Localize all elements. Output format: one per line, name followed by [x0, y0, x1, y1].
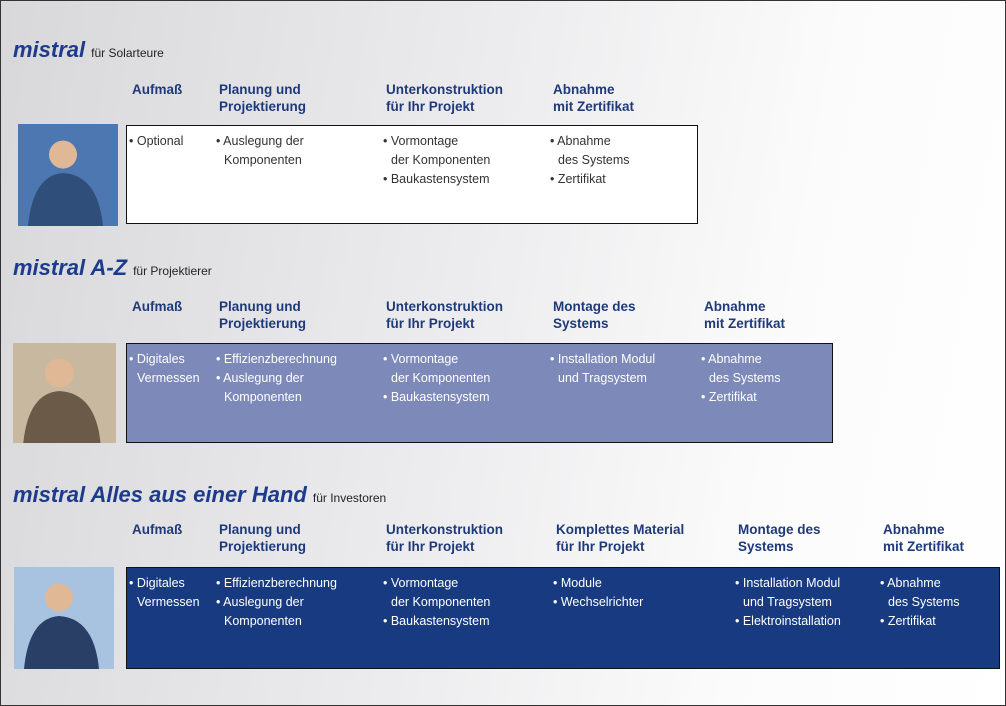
column-items: • Abnahme des Systems • Zertifikat: [701, 350, 781, 407]
column-header: Aufmaß: [132, 522, 183, 537]
item: • Zertifikat: [880, 614, 936, 628]
item: • Elektroinstallation: [735, 614, 841, 628]
subtitle: für Solarteure: [91, 46, 164, 60]
photo: [13, 343, 116, 443]
item: • Abnahme des Systems: [880, 576, 960, 609]
column-items: • Optional: [129, 132, 184, 151]
column-items: • Vormontage der Komponenten • Baukastens…: [383, 574, 490, 631]
item: • Baukastensystem: [383, 172, 490, 186]
column-header: Abnahme mit Zertifikat: [883, 522, 965, 554]
column-header: Unterkonstruktion für Ihr Projekt: [386, 522, 504, 554]
subtitle: für Projektierer: [133, 264, 212, 278]
section-title: mistral Alles aus einer Hand für Investor…: [13, 482, 386, 508]
section-title: mistral A-Z für Projektierer: [13, 255, 212, 281]
item: • Effizienzberechnung: [216, 576, 337, 590]
column-header: Komplettes Material für Ihr Projekt: [556, 522, 685, 554]
item: • Vormontage der Komponenten: [383, 352, 491, 385]
section-title: mistral für Solarteure: [13, 37, 164, 63]
title-text: mistral A-Z: [13, 255, 128, 280]
column-header: Unterkonstruktion für Ihr Projekt: [386, 299, 504, 331]
item: • Wechselrichter: [553, 595, 644, 609]
column-header: Planung und Projektierung: [219, 299, 307, 331]
content-box: • Digitales Vermessen • Effizienzberechnu…: [126, 567, 1000, 669]
column-header: Planung und Projektierung: [219, 82, 307, 114]
photo: [18, 124, 118, 226]
item: • Optional: [129, 134, 184, 148]
photo: [14, 567, 114, 669]
title-text: mistral: [13, 37, 86, 62]
column-header: Montage des Systems: [553, 299, 636, 331]
column-header: Planung und Projektierung: [219, 522, 307, 554]
item: • Vormontage der Komponenten: [383, 576, 491, 609]
item: • Zertifikat: [701, 390, 757, 404]
content-box: • Digitales Vermessen • Effizienzberechnu…: [126, 343, 833, 443]
column-items: • Digitales Vermessen: [129, 574, 200, 612]
item: • Zertifikat: [550, 172, 606, 186]
item: • Abnahme des Systems: [550, 134, 630, 167]
item: • Installation Modul und Tragsystem: [550, 352, 656, 385]
content-box: • Optional • Auslegung der Komponenten • V…: [126, 125, 698, 224]
item: • Baukastensystem: [383, 614, 490, 628]
item: • Auslegung der Komponenten: [216, 134, 304, 167]
item: • Auslegung der Komponenten: [216, 371, 304, 404]
column-items: • Digitales Vermessen: [129, 350, 200, 388]
subtitle: für Investoren: [312, 491, 387, 505]
column-items: • Installation Modul und Tragsystem: [550, 350, 655, 388]
title-text: mistral Alles aus einer Hand: [13, 482, 307, 507]
item: • Effizienzberechnung: [216, 352, 337, 366]
column-header: Abnahme mit Zertifikat: [704, 299, 786, 331]
column-items: • Installation Modul und Tragsystem • Ele…: [735, 574, 841, 631]
column-items: • Module • Wechselrichter: [553, 574, 643, 612]
item: • Abnahme des Systems: [701, 352, 781, 385]
item: • Digitales Vermessen: [129, 352, 200, 385]
item: • Auslegung der Komponenten: [216, 595, 304, 628]
column-header: Aufmaß: [132, 82, 183, 97]
column-items: • Abnahme des Systems • Zertifikat: [550, 132, 630, 189]
column-header: Unterkonstruktion für Ihr Projekt: [386, 82, 504, 114]
item: • Vormontage der Komponenten: [383, 134, 491, 167]
column-items: • Abnahme des Systems • Zertifikat: [880, 574, 960, 631]
column-items: • Auslegung der Komponenten: [216, 132, 304, 170]
column-items: • Vormontage der Komponenten • Baukastens…: [383, 132, 490, 189]
column-items: • Effizienzberechnung • Auslegung der Kom…: [216, 350, 337, 407]
column-header: Abnahme mit Zertifikat: [553, 82, 635, 114]
item: • Baukastensystem: [383, 390, 490, 404]
item: • Digitales Vermessen: [129, 576, 200, 609]
column-items: • Vormontage der Komponenten • Baukastens…: [383, 350, 490, 407]
item: • Installation Modul und Tragsystem: [735, 576, 841, 609]
column-header: Montage des Systems: [738, 522, 821, 554]
item: • Module: [553, 576, 602, 590]
column-items: • Effizienzberechnung • Auslegung der Kom…: [216, 574, 337, 631]
column-header: Aufmaß: [132, 299, 183, 314]
